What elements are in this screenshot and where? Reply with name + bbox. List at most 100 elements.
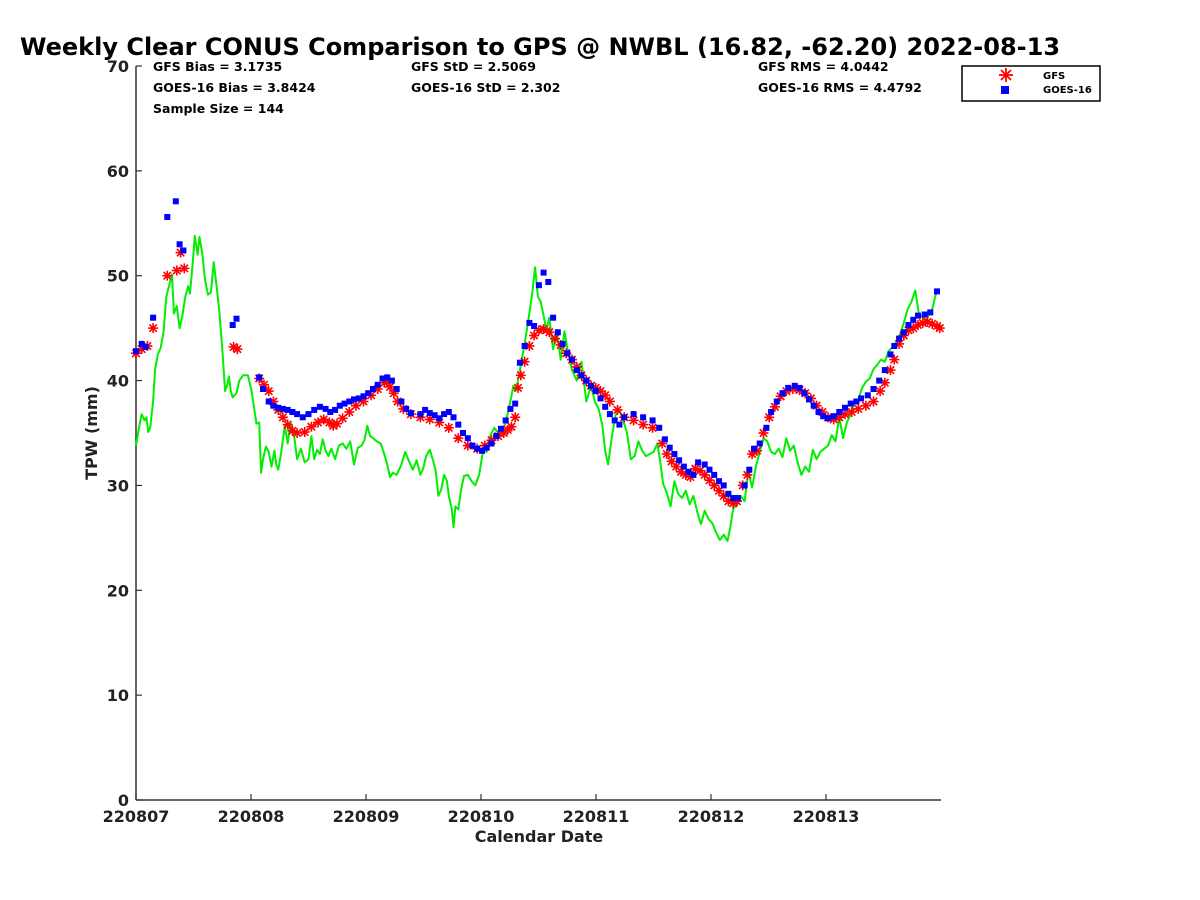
goes-point: [497, 425, 504, 432]
y-tick-label: 0: [118, 791, 129, 810]
goes-point: [649, 417, 656, 424]
gfs-point: [604, 396, 615, 407]
goes-point: [305, 411, 312, 418]
gfs-point: [299, 427, 310, 437]
x-tick-label: 220811: [563, 807, 630, 826]
legend: GFS GOES-16: [961, 65, 1101, 102]
goes-point: [233, 315, 240, 322]
goes-point: [311, 406, 318, 413]
goes-point: [351, 396, 357, 403]
goes-rms-text: GOES-16 RMS = 4.4792: [758, 80, 922, 95]
gfs-std-text: GFS StD = 2.5069: [411, 59, 536, 74]
gfs-point: [282, 419, 293, 430]
goes-point: [164, 214, 171, 220]
goes-point: [810, 402, 817, 409]
goes-point: [379, 375, 386, 382]
goes-point: [858, 395, 865, 402]
goes-point: [393, 386, 400, 392]
goes-point: [279, 405, 286, 412]
goes-point: [768, 409, 775, 415]
goes-point: [133, 348, 139, 355]
gfs-point: [860, 400, 871, 411]
x-tick-label: 220813: [793, 807, 860, 826]
goes-point: [365, 390, 372, 397]
goes-point: [493, 433, 500, 440]
y-tick-label: 50: [107, 267, 129, 286]
goes-point: [836, 409, 843, 415]
goes-point: [847, 400, 854, 407]
goes-point: [289, 409, 296, 415]
goes-point: [927, 309, 934, 316]
x-tick-label: 220807: [103, 807, 170, 826]
goes-point: [460, 430, 466, 436]
goes-point: [521, 343, 528, 349]
goes-point: [284, 406, 291, 413]
y-tick-label: 40: [107, 372, 129, 391]
goes-bias-text: GOES-16 Bias = 3.8424: [153, 80, 316, 95]
gfs-point: [506, 421, 517, 432]
goes-point: [887, 351, 894, 358]
goes-std-text: GOES-16 StD = 2.302: [411, 80, 560, 95]
goes-point: [588, 382, 594, 389]
goes-point: [332, 406, 339, 413]
goes-point: [606, 411, 613, 418]
goes-point: [407, 410, 414, 417]
goes-point: [870, 386, 877, 392]
goes-point: [791, 382, 798, 389]
legend-goes-label: GOES-16: [1043, 85, 1092, 96]
goes-point: [256, 374, 263, 381]
goes-point: [881, 367, 888, 374]
goes-point: [616, 421, 623, 428]
y-ticks: 0 10 20 30 40 50 60 70: [107, 57, 142, 810]
goes-point: [341, 400, 348, 407]
goes-point: [360, 393, 367, 400]
sample-size-text: Sample Size = 144: [153, 101, 284, 116]
goes-point: [621, 414, 628, 421]
goes-point: [666, 444, 673, 451]
goes-series: [133, 198, 940, 501]
gfs-point: [162, 270, 173, 281]
goes-point: [142, 344, 149, 350]
goes-point: [934, 288, 940, 295]
goes-point: [685, 468, 692, 475]
goes-point: [602, 403, 609, 410]
goes-point: [150, 314, 157, 321]
goes-point: [336, 402, 343, 409]
goes-point: [138, 340, 145, 347]
goes-point: [661, 436, 668, 443]
gfs-point: [515, 370, 526, 381]
gps-line: [135, 234, 938, 542]
goes-point: [474, 445, 481, 452]
gfs-point: [510, 412, 521, 423]
chart-title: Weekly Clear CONUS Comparison to GPS @ N…: [20, 33, 1060, 61]
goes-point: [180, 247, 187, 254]
gfs-point: [292, 428, 303, 438]
legend-box: [961, 65, 1101, 102]
goes-point: [597, 395, 604, 402]
goes-point: [751, 445, 757, 452]
gfs-point: [344, 407, 355, 417]
goes-point: [876, 377, 883, 384]
y-tick-label: 30: [107, 476, 129, 495]
goes-point: [322, 405, 329, 412]
y-tick-label: 10: [107, 686, 129, 705]
legend-goes-marker: [1001, 86, 1009, 94]
goes-point: [526, 319, 533, 326]
goes-point: [578, 372, 585, 379]
gfs-point: [337, 413, 348, 424]
goes-point: [695, 459, 702, 466]
goes-point: [483, 444, 490, 451]
goes-point: [540, 269, 547, 276]
goes-point: [671, 451, 678, 457]
goes-point: [550, 314, 557, 321]
goes-point: [825, 415, 831, 422]
goes-point: [270, 402, 277, 409]
goes-point: [716, 478, 722, 485]
goes-point: [910, 316, 917, 323]
goes-point: [374, 381, 381, 388]
y-tick-label: 60: [107, 162, 129, 181]
gfs-point: [853, 403, 864, 414]
gfs-point: [934, 323, 945, 334]
gfs-point: [513, 382, 523, 393]
